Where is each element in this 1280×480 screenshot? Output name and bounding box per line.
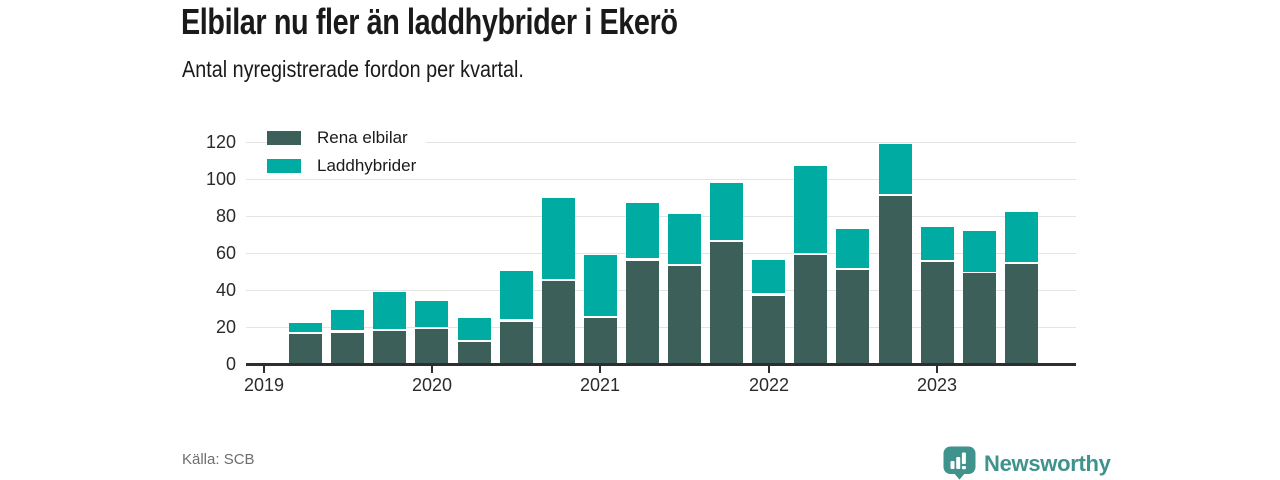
bar-laddhybrider bbox=[542, 198, 575, 279]
bar-laddhybrider bbox=[879, 144, 912, 194]
bar-laddhybrider bbox=[710, 183, 743, 240]
legend-swatch-rena-elbilar bbox=[267, 131, 301, 145]
bar-rena-elbilar bbox=[921, 262, 954, 364]
bar-laddhybrider bbox=[963, 231, 996, 272]
bar-laddhybrider bbox=[373, 292, 406, 329]
bar-rena-elbilar bbox=[752, 296, 785, 364]
bar-rena-elbilar bbox=[1005, 264, 1038, 364]
y-axis-tick-label: 20 bbox=[215, 317, 236, 337]
gridline-y-20 bbox=[246, 327, 1076, 328]
x-axis-tick-label: 2022 bbox=[748, 375, 790, 395]
bar-rena-elbilar bbox=[626, 261, 659, 364]
bar-rena-elbilar bbox=[331, 333, 364, 364]
bar-rena-elbilar bbox=[542, 281, 575, 364]
bar-rena-elbilar bbox=[794, 255, 827, 364]
chart-title: Elbilar nu fler än laddhybrider i Ekerö bbox=[181, 1, 678, 42]
brand-name: Newsworthy bbox=[984, 450, 1111, 476]
bar-laddhybrider bbox=[668, 214, 701, 264]
x-axis-tick-2023 bbox=[936, 366, 938, 373]
newsworthy-icon bbox=[943, 446, 976, 480]
bar-rena-elbilar bbox=[879, 196, 912, 364]
bar-laddhybrider bbox=[500, 271, 533, 319]
x-axis-tick-label: 2021 bbox=[579, 375, 621, 395]
bar-laddhybrider bbox=[458, 318, 491, 340]
x-axis-line bbox=[246, 363, 1076, 366]
legend-item-laddhybrider: Laddhybrider bbox=[267, 156, 427, 175]
y-axis-tick-label: 60 bbox=[215, 243, 236, 263]
y-axis-tick-label: 80 bbox=[215, 206, 236, 226]
y-axis-tick-label: 100 bbox=[205, 169, 236, 189]
legend-label-rena-elbilar: Rena elbilar bbox=[317, 128, 408, 147]
bar-laddhybrider bbox=[626, 203, 659, 258]
bar-laddhybrider bbox=[584, 255, 617, 316]
bar-laddhybrider bbox=[794, 166, 827, 253]
bar-rena-elbilar bbox=[458, 342, 491, 364]
x-axis-tick-label: 2023 bbox=[916, 375, 958, 395]
chart-legend: Rena elbilar Laddhybrider bbox=[267, 128, 427, 186]
bar-laddhybrider bbox=[331, 310, 364, 330]
x-axis-tick-label: 2019 bbox=[243, 375, 285, 395]
chart-subtitle: Antal nyregistrerade fordon per kvartal. bbox=[182, 56, 524, 82]
y-axis-tick-label: 120 bbox=[205, 132, 236, 152]
bar-rena-elbilar bbox=[289, 334, 322, 364]
gridline-y-100 bbox=[246, 179, 1076, 180]
y-axis-tick-label: 40 bbox=[215, 280, 236, 300]
y-axis-tick-label: 0 bbox=[225, 354, 236, 374]
bar-laddhybrider bbox=[752, 260, 785, 293]
bar-rena-elbilar bbox=[710, 242, 743, 364]
x-axis-tick-label: 2020 bbox=[411, 375, 453, 395]
bar-laddhybrider bbox=[289, 323, 322, 332]
bar-rena-elbilar bbox=[584, 318, 617, 364]
x-axis-tick-2020 bbox=[431, 366, 433, 373]
gridline-y-80 bbox=[246, 216, 1076, 217]
bar-rena-elbilar bbox=[415, 329, 448, 364]
bar-laddhybrider bbox=[921, 227, 954, 260]
x-axis-tick-2019 bbox=[263, 366, 265, 373]
bar-rena-elbilar bbox=[668, 266, 701, 364]
brand-logo: Newsworthy bbox=[943, 446, 1111, 480]
bar-rena-elbilar bbox=[500, 322, 533, 364]
x-axis-tick-2021 bbox=[599, 366, 601, 373]
bar-laddhybrider bbox=[836, 229, 869, 268]
bar-rena-elbilar bbox=[836, 270, 869, 364]
gridline-y-120 bbox=[246, 142, 1076, 143]
bar-laddhybrider bbox=[415, 301, 448, 327]
x-axis-tick-2022 bbox=[768, 366, 770, 373]
source-note: Källa: SCB bbox=[182, 451, 255, 468]
bar-rena-elbilar bbox=[963, 273, 996, 364]
gridline-y-40 bbox=[246, 290, 1076, 291]
legend-swatch-laddhybrider bbox=[267, 159, 301, 173]
legend-item-rena-elbilar: Rena elbilar bbox=[267, 128, 427, 147]
legend-label-laddhybrider: Laddhybrider bbox=[317, 156, 417, 175]
bar-rena-elbilar bbox=[373, 331, 406, 364]
gridline-y-60 bbox=[246, 253, 1076, 254]
bar-laddhybrider bbox=[1005, 212, 1038, 262]
